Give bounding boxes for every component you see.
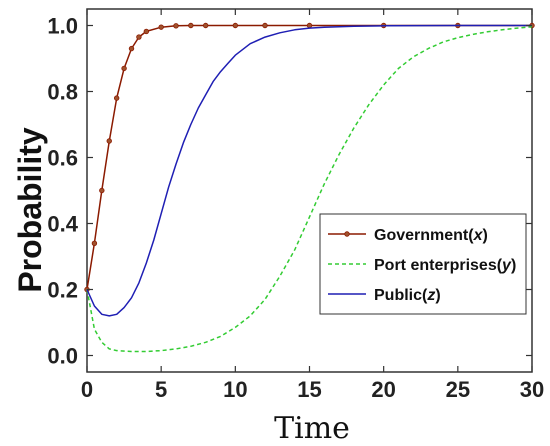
series-point bbox=[306, 22, 313, 29]
series-point bbox=[158, 24, 164, 30]
series-point bbox=[173, 23, 179, 29]
legend-entry: Government(x) bbox=[374, 227, 488, 244]
x-axis-label: Time bbox=[274, 411, 350, 446]
legend-label-main: Public( bbox=[374, 287, 428, 304]
x-tick-label: 20 bbox=[371, 377, 395, 402]
legend-entry: Port enterprises(y) bbox=[374, 257, 516, 274]
legend-box bbox=[319, 213, 527, 315]
legend-marker bbox=[344, 231, 350, 237]
series-point bbox=[106, 138, 112, 144]
series-layer bbox=[84, 22, 535, 353]
y-tick-label: 0.2 bbox=[47, 278, 78, 303]
legend-label-var: y bbox=[501, 257, 512, 274]
series-point bbox=[128, 45, 135, 52]
y-tick-label: 0.0 bbox=[47, 344, 78, 369]
legend-label-close: ) bbox=[511, 257, 516, 274]
series-point bbox=[121, 65, 127, 72]
series-point bbox=[202, 22, 209, 29]
legend: Government(x)Port enterprises(y)Public(z… bbox=[319, 213, 527, 315]
series-point bbox=[113, 95, 120, 101]
series-point bbox=[188, 22, 194, 29]
series-point bbox=[99, 187, 105, 194]
series-point bbox=[232, 22, 239, 29]
tick-layer: 0 5 10 15 20 25 30 0.0 0.2 0.4 0.6 0.8 1.0 bbox=[47, 9, 544, 402]
legend-label-main: Government( bbox=[374, 227, 474, 244]
y-axis-label: Probability bbox=[12, 127, 48, 293]
legend-label-close: ) bbox=[435, 287, 440, 304]
legend-label-main: Port enterprises( bbox=[374, 257, 503, 274]
legend-label-close: ) bbox=[482, 227, 487, 244]
y-tick-label: 0.4 bbox=[47, 212, 78, 237]
series-point bbox=[136, 34, 142, 40]
series-point bbox=[143, 28, 150, 35]
legend-label-var: x bbox=[473, 227, 484, 244]
plot-frame bbox=[86, 8, 533, 373]
y-tick-label: 0.6 bbox=[47, 146, 78, 171]
series-line-2 bbox=[86, 24, 532, 317]
x-tick-label: 0 bbox=[81, 377, 93, 402]
x-tick-label: 10 bbox=[223, 377, 247, 402]
legend-entry: Public(z) bbox=[374, 287, 441, 304]
series-point bbox=[262, 22, 268, 29]
y-tick-label: 1.0 bbox=[47, 14, 78, 39]
x-tick-label: 30 bbox=[520, 377, 544, 402]
x-tick-label: 5 bbox=[155, 377, 167, 402]
series-line-1 bbox=[86, 26, 533, 353]
y-tick-label: 0.8 bbox=[47, 80, 78, 105]
plot-area bbox=[86, 8, 533, 373]
x-tick-label: 25 bbox=[446, 377, 470, 402]
x-tick-label: 15 bbox=[297, 377, 321, 402]
series-point bbox=[91, 240, 98, 246]
legend-label-var: z bbox=[426, 287, 435, 304]
